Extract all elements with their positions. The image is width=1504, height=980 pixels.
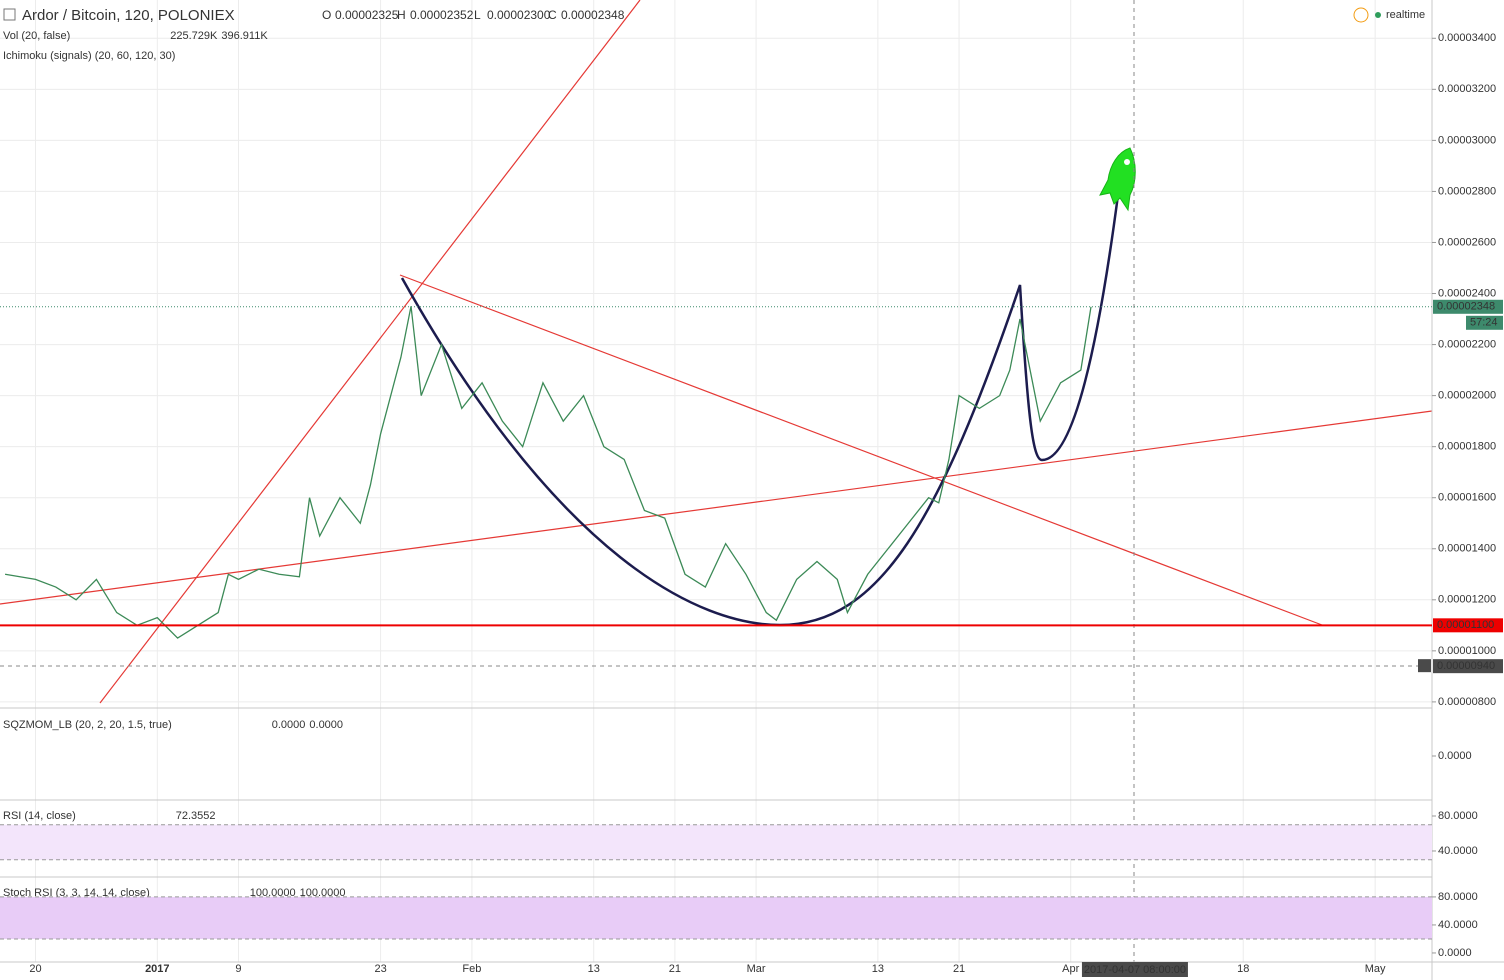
indicator-readout: 72.3552 (176, 810, 216, 822)
countdown-box (1466, 315, 1503, 330)
indicator-readout: 0.0000 (309, 719, 343, 731)
indicator-tick-label: 80.0000 (1438, 891, 1478, 903)
ohlc-key: C (548, 8, 557, 22)
ohlc-value: 0.00002325 (335, 8, 399, 22)
x-tick-label: 21 (953, 963, 965, 975)
y-tick-label: 0.00002000 (1438, 390, 1496, 402)
warning-icon[interactable] (1353, 7, 1369, 23)
indicator-tick-label: 40.0000 (1438, 845, 1478, 857)
last-price-label: 0.00002348 (1437, 301, 1495, 313)
countdown: 57:24 (1470, 317, 1498, 329)
cup-curve (400, 194, 1120, 627)
indicator-tick-label: 0.0000 (1438, 947, 1472, 959)
y-tick-label: 0.00001400 (1438, 543, 1496, 555)
y-tick-label: 0.00000800 (1438, 696, 1496, 708)
ohlc-key: L (474, 8, 481, 22)
indicator-tick-label: 0.0000 (1438, 750, 1472, 762)
x-tick-label: May (1365, 963, 1386, 975)
y-tick-label: 0.00001200 (1438, 594, 1496, 606)
trend-line (99, 0, 641, 704)
indicator-tick-label: 80.0000 (1438, 810, 1478, 822)
rocket-window (1124, 159, 1130, 165)
indicator-band (0, 896, 1432, 939)
ohlc-key: O (322, 8, 331, 22)
price-line (4, 306, 1092, 639)
indicator-name: Ichimoku (signals) (20, 60, 120, 30) (3, 50, 175, 62)
y-tick-label: 0.00003400 (1438, 32, 1496, 44)
x-tick-label: Mar (747, 963, 766, 975)
plus-button (1418, 659, 1431, 673)
x-tick-label: 20 (29, 963, 41, 975)
y-tick-label: 0.00002800 (1438, 185, 1496, 197)
y-tick-label: 0.00002600 (1438, 236, 1496, 248)
x-tick-label: 21 (669, 963, 681, 975)
status-dot (1375, 12, 1381, 18)
x-tick-label: Feb (462, 963, 481, 975)
crosshair-time-box (1081, 962, 1188, 977)
indicator-tick-label: 40.0000 (1438, 919, 1478, 931)
ohlc-value: 0.00002348 (561, 8, 625, 22)
indicator-name: RSI (14, close) (3, 810, 76, 822)
y-tick-label: 0.00001600 (1438, 492, 1496, 504)
level-label: 0.00001100 (1437, 619, 1494, 631)
x-tick-label: 13 (872, 963, 884, 975)
crosshair-time: 2017-04-07 08:00:00 (1084, 964, 1186, 976)
y-tick-label: 0.00001000 (1438, 645, 1496, 657)
indicator-name: Vol (20, false) (3, 30, 70, 42)
indicator-readout: 396.911K (221, 30, 268, 42)
trend-line (0, 410, 1433, 605)
y-tick-label: 0.00001800 (1438, 441, 1496, 453)
indicator-readout: 0.0000 (272, 719, 306, 731)
x-tick-label: 9 (235, 963, 241, 975)
x-tick-label: 2017 (145, 963, 169, 975)
ohlc-value: 0.00002300 (487, 8, 551, 22)
x-tick-label: 13 (588, 963, 600, 975)
x-tick-label: 18 (1237, 963, 1249, 975)
indicator-band (0, 824, 1432, 860)
collapse-icon[interactable] (3, 8, 16, 21)
symbol-title: Ardor / Bitcoin, 120, POLONIEX (22, 7, 235, 24)
y-tick-label: 0.00003000 (1438, 134, 1496, 146)
ohlc-key: H (397, 8, 406, 22)
crosshair-price: 0.00000940 (1437, 660, 1495, 672)
x-tick-label: 23 (374, 963, 386, 975)
drawings (0, 0, 1433, 962)
indicator-name: Stoch RSI (3, 3, 14, 14, close) (3, 887, 150, 899)
level-label-box (1433, 618, 1503, 633)
last-price-box (1433, 299, 1503, 314)
trend-line (399, 274, 1323, 626)
indicator-readout: 225.729K (170, 30, 218, 42)
x-tick-label: Apr (1062, 963, 1079, 975)
ohlc-value: 0.00002352 (410, 8, 474, 22)
crosshair-price-box (1433, 659, 1503, 674)
indicator-name: SQZMOM_LB (20, 2, 20, 1.5, true) (3, 719, 172, 731)
y-tick-label: 0.00002400 (1438, 287, 1496, 299)
rocket-icon (1099, 147, 1136, 212)
y-tick-label: 0.00003200 (1438, 83, 1496, 95)
status: realtime (1386, 9, 1425, 21)
y-tick-label: 0.00002200 (1438, 338, 1496, 350)
indicator-readout: 100.0000 (300, 887, 346, 899)
indicator-readout: 100.0000 (250, 887, 296, 899)
